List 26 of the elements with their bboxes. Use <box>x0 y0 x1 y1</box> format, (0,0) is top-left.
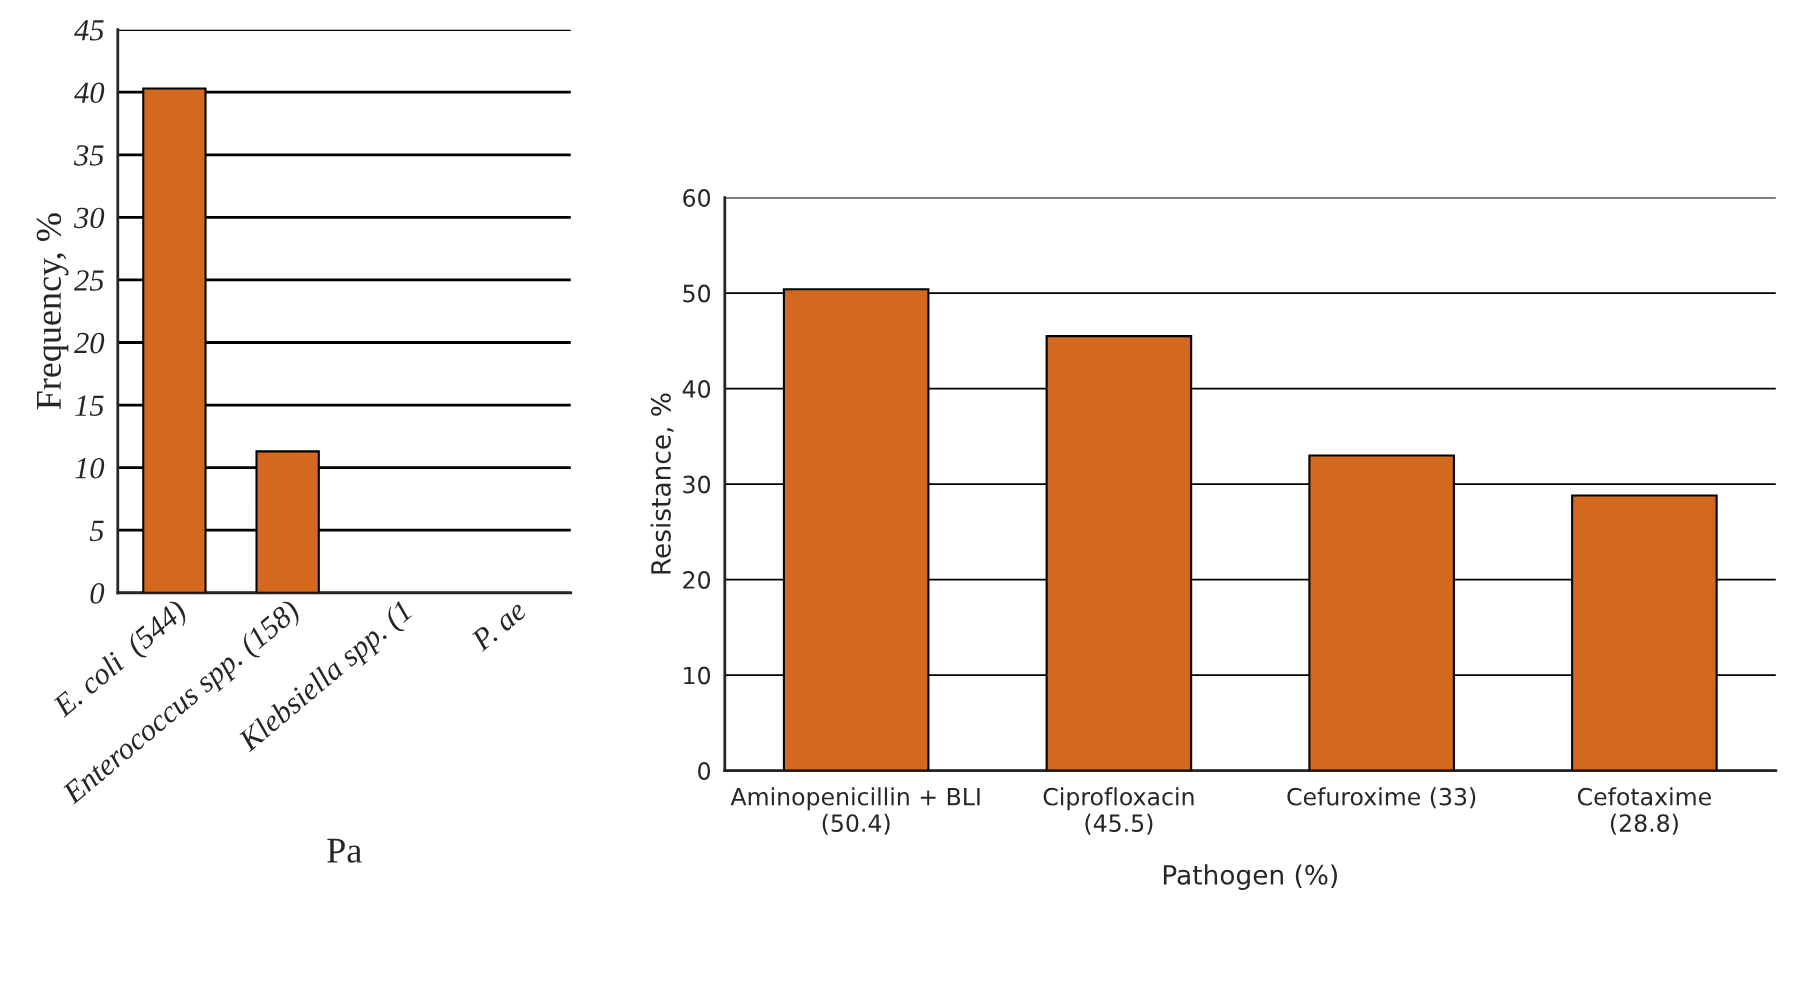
x-tick-label: Aminopenicillin + BLI (50.4) <box>730 787 980 835</box>
x-tick-label: P. ae <box>469 599 528 653</box>
x-axis-title: Pathogen (%) <box>1163 864 1337 890</box>
y-tick-label: 0 <box>698 762 711 780</box>
y-tick-label: 25 <box>74 270 104 291</box>
y-tick-label: 5 <box>89 520 104 542</box>
y-tick-label: 40 <box>74 82 105 104</box>
y-tick-label: 45 <box>74 20 104 41</box>
x-tick-label: Cefotaxime (28.8) <box>1577 787 1711 835</box>
y-axis-title: Frequency, % <box>36 213 69 410</box>
y-tick-label: 20 <box>74 332 105 354</box>
x-axis-title: Pa <box>327 838 362 863</box>
y-tick-label: 0 <box>90 583 105 604</box>
y-tick-label: 50 <box>683 284 711 303</box>
y-tick-label: 40 <box>682 380 711 398</box>
y-tick-label: 30 <box>73 207 105 229</box>
x-tick-label: Cefuroxime (33) <box>1287 787 1476 809</box>
y-tick-label: 35 <box>73 145 104 166</box>
y-tick-label: 15 <box>75 395 104 416</box>
y-tick-label: 20 <box>683 571 711 589</box>
x-tick-label: Ciprofloxacin (45.5) <box>1043 787 1194 835</box>
y-tick-label: 30 <box>683 475 711 494</box>
y-tick-label: 10 <box>684 666 711 685</box>
y-tick-label: 10 <box>75 457 105 479</box>
y-axis-title: Resistance, % <box>650 393 674 574</box>
y-tick-label: 60 <box>683 189 711 207</box>
